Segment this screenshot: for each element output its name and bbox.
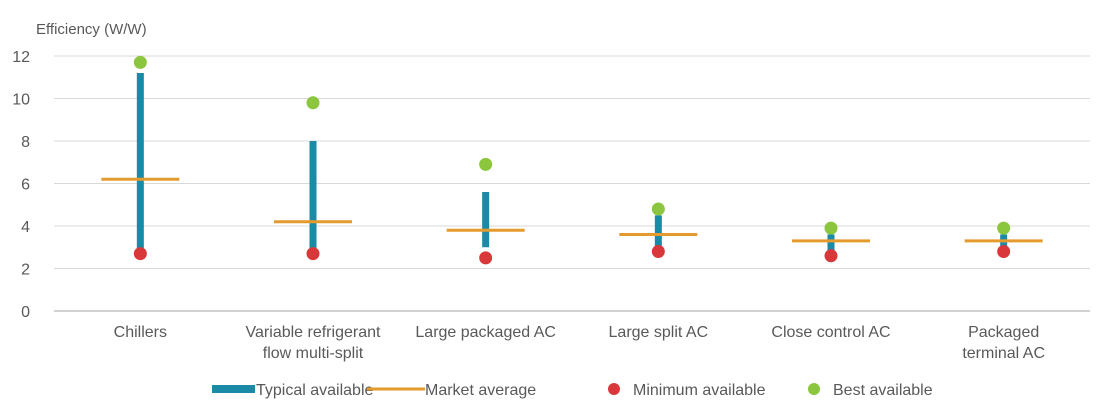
category-label: Packaged (968, 324, 1039, 341)
gridlines (54, 55, 1090, 312)
legend: Typical available Market average Minimum a… (212, 382, 933, 399)
legend-swatch-best-available (808, 383, 820, 395)
typical-range-bar (827, 234, 835, 252)
dot-markers (133, 55, 1011, 265)
best-available-dot (651, 202, 665, 216)
legend-swatch-typical-available (212, 385, 255, 393)
minimum-available-dot (651, 245, 665, 258)
category-label: Large split AC (609, 324, 709, 341)
typical-range-bar (654, 215, 662, 250)
best-available-dot (824, 221, 838, 235)
legend-label-typical-available: Typical available (256, 382, 374, 399)
minimum-available-dot (133, 247, 147, 261)
y-tick-label: 0 (21, 304, 30, 321)
category-labels: Chillers Variable refrigerant flow multi-s… (114, 324, 1045, 362)
y-tick-label: 10 (12, 92, 30, 109)
category-label: Variable refrigerant (246, 324, 381, 341)
category-label: Large packaged AC (415, 324, 556, 341)
y-tick-label: 4 (21, 219, 30, 236)
best-available-dot (133, 55, 147, 69)
typical-range-bar (482, 192, 490, 248)
typical-range-bar (309, 141, 317, 254)
minimum-available-dot (479, 251, 493, 265)
legend-label-minimum-available: Minimum available (633, 382, 766, 399)
y-tick-label: 6 (21, 177, 30, 194)
category-label: flow multi-split (263, 345, 364, 362)
best-available-dot (997, 221, 1011, 235)
minimum-available-dot (997, 245, 1011, 258)
legend-label-market-average: Market average (425, 382, 536, 399)
best-available-dot (306, 96, 320, 110)
market-average-markers (101, 177, 1043, 243)
legend-swatch-minimum-available (608, 383, 620, 395)
y-tick-label: 12 (12, 49, 30, 66)
y-tick-labels: 0 2 4 6 8 10 12 (12, 49, 30, 321)
y-tick-label: 8 (21, 134, 30, 151)
typical-range-bars (136, 73, 1008, 254)
legend-label-best-available: Best available (833, 382, 933, 399)
category-label: Chillers (114, 324, 167, 341)
category-label: terminal AC (962, 345, 1045, 362)
y-tick-label: 2 (21, 262, 30, 279)
minimum-available-dot (306, 247, 320, 261)
typical-range-bar (136, 73, 144, 254)
best-available-dot (479, 157, 493, 171)
y-axis-title: Efficiency (W/W) (36, 21, 147, 38)
category-label: Close control AC (771, 324, 890, 341)
minimum-available-dot (824, 249, 838, 263)
